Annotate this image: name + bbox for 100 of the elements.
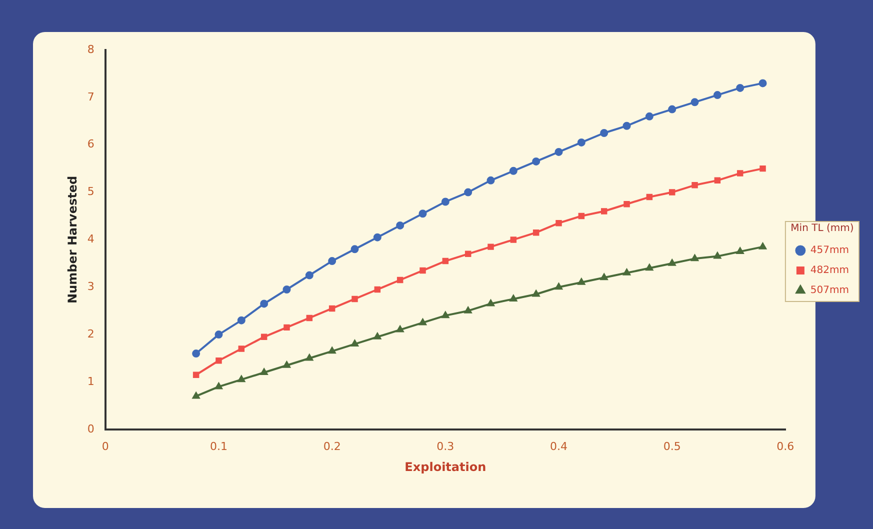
point bbox=[396, 221, 404, 230]
point bbox=[690, 98, 699, 106]
point bbox=[554, 148, 563, 156]
y-tick-label: 5 bbox=[87, 185, 94, 198]
x-tick-label: 0.6 bbox=[776, 440, 794, 453]
point bbox=[351, 340, 358, 347]
point bbox=[441, 198, 450, 206]
y-axis-title: Number Harvested bbox=[65, 176, 80, 304]
point bbox=[486, 176, 495, 184]
point bbox=[645, 112, 654, 120]
x-tick-label: 0 bbox=[102, 440, 109, 453]
point bbox=[396, 326, 404, 332]
point bbox=[350, 245, 359, 254]
point bbox=[328, 257, 336, 266]
point bbox=[306, 314, 313, 322]
point bbox=[464, 188, 472, 196]
y-tick-label: 2 bbox=[87, 327, 94, 340]
point bbox=[556, 220, 562, 226]
point bbox=[600, 128, 608, 137]
y-tick-label: 4 bbox=[87, 232, 94, 246]
legend-label: 457mm bbox=[810, 245, 850, 256]
point bbox=[532, 290, 540, 297]
point bbox=[668, 189, 676, 196]
point bbox=[238, 346, 245, 352]
point bbox=[668, 259, 676, 266]
point bbox=[260, 300, 268, 308]
point bbox=[714, 177, 721, 184]
point bbox=[691, 254, 698, 262]
point bbox=[328, 347, 336, 354]
point bbox=[760, 165, 766, 172]
y-tick-label: 6 bbox=[87, 138, 94, 151]
x-axis-title: Exploitation bbox=[404, 460, 486, 474]
point bbox=[736, 248, 744, 254]
x-tick-label: 0.3 bbox=[436, 440, 454, 453]
point bbox=[260, 368, 268, 375]
point bbox=[600, 208, 608, 214]
point bbox=[418, 210, 427, 218]
point bbox=[216, 358, 222, 364]
point bbox=[692, 182, 698, 188]
point bbox=[510, 294, 518, 302]
point bbox=[758, 79, 767, 88]
point bbox=[578, 212, 585, 220]
y-tick-label: 0 bbox=[87, 422, 94, 436]
point bbox=[622, 122, 631, 130]
legend-title: Min TL (mm) bbox=[790, 223, 854, 234]
point bbox=[282, 285, 291, 294]
x-tick-label: 0.1 bbox=[210, 440, 228, 453]
x-tick-label: 0.2 bbox=[323, 440, 341, 453]
legend-label: 507mm bbox=[810, 285, 850, 296]
point bbox=[532, 157, 540, 166]
point bbox=[464, 306, 472, 314]
point bbox=[646, 264, 654, 271]
point bbox=[577, 138, 586, 146]
point bbox=[237, 316, 246, 324]
point bbox=[759, 242, 766, 250]
point bbox=[374, 286, 381, 293]
point bbox=[736, 84, 744, 92]
point bbox=[396, 276, 404, 284]
point bbox=[260, 334, 268, 340]
point bbox=[238, 376, 246, 382]
point bbox=[420, 267, 426, 274]
point bbox=[192, 392, 200, 399]
point bbox=[419, 318, 426, 326]
point bbox=[374, 332, 382, 340]
y-tick-label: 8 bbox=[87, 42, 94, 56]
point bbox=[713, 91, 722, 100]
point bbox=[192, 372, 200, 378]
x-tick-label: 0.5 bbox=[663, 440, 681, 453]
point bbox=[464, 250, 472, 258]
point bbox=[352, 296, 358, 302]
point bbox=[509, 166, 518, 175]
point bbox=[714, 252, 722, 259]
point bbox=[510, 236, 517, 243]
point bbox=[306, 354, 314, 361]
point bbox=[442, 312, 450, 318]
point bbox=[624, 201, 630, 208]
point bbox=[600, 274, 608, 280]
point bbox=[578, 278, 586, 285]
point bbox=[736, 170, 744, 176]
point bbox=[487, 300, 494, 306]
point bbox=[668, 105, 676, 114]
point bbox=[442, 258, 449, 264]
point bbox=[215, 382, 222, 390]
point bbox=[214, 330, 223, 339]
point bbox=[532, 229, 540, 236]
x-tick-label: 0.4 bbox=[550, 440, 568, 453]
point bbox=[623, 268, 630, 276]
point bbox=[192, 350, 200, 358]
point bbox=[284, 324, 290, 331]
point bbox=[646, 194, 653, 200]
point bbox=[305, 271, 314, 280]
point bbox=[373, 233, 382, 242]
y-tick-label: 1 bbox=[87, 374, 94, 388]
point bbox=[555, 283, 562, 290]
point bbox=[328, 305, 336, 312]
y-tick-label: 3 bbox=[87, 280, 94, 293]
point bbox=[283, 361, 290, 368]
y-tick-label: 7 bbox=[87, 90, 94, 104]
point bbox=[488, 244, 494, 250]
legend-label: 482mm bbox=[810, 265, 850, 276]
